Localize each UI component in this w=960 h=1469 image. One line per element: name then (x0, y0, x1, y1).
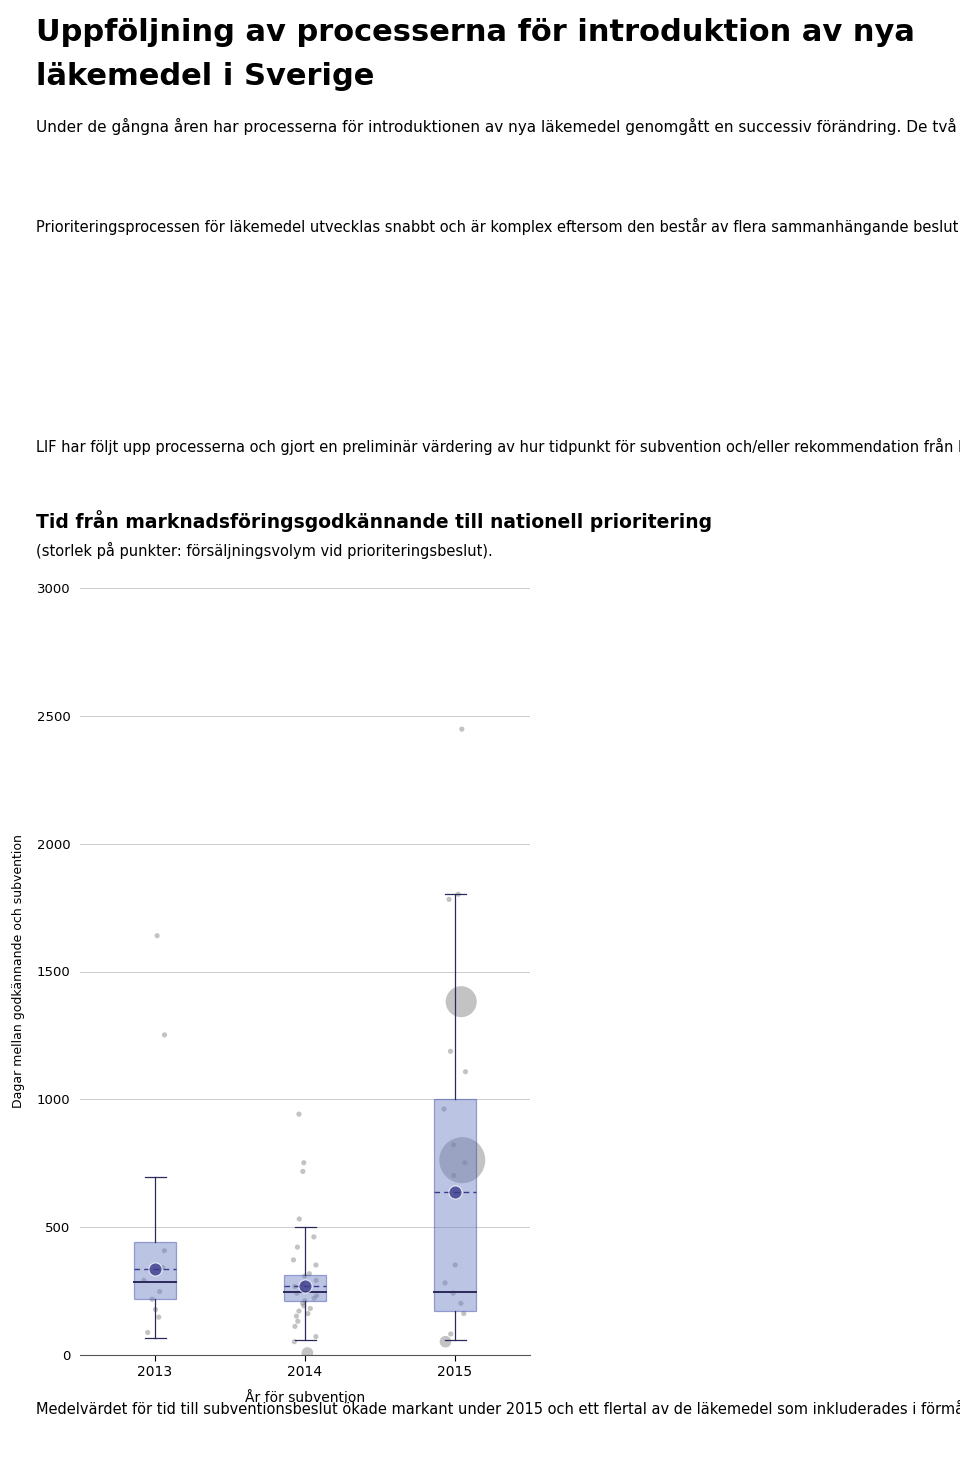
Point (458, 1061, 473, 1084)
Point (140, 1321, 156, 1344)
Text: Uppföljning av processerna för introduktion av nya: Uppföljning av processerna för introdukt… (36, 18, 915, 47)
Point (291, 1102, 306, 1125)
Point (287, 1329, 302, 1353)
Point (147, 1257, 162, 1281)
Text: (storlek på punkter: försäljningsvolym vid prioriteringsbeslut).: (storlek på punkter: försäljningsvolym v… (36, 542, 492, 560)
Point (156, 1022, 172, 1046)
Point (287, 1275, 302, 1299)
X-axis label: År för subvention: År för subvention (245, 1391, 365, 1404)
Point (456, 1302, 471, 1325)
Text: Tid från marknadsföringsgodkännande till nationell prioritering: Tid från marknadsföringsgodkännande till… (36, 510, 712, 532)
Point (302, 1297, 318, 1321)
Point (438, 1329, 453, 1353)
FancyBboxPatch shape (134, 1241, 176, 1299)
Point (298, 1288, 313, 1312)
Point (300, 1302, 316, 1325)
Point (308, 1325, 324, 1349)
Point (446, 1163, 462, 1187)
Point (289, 1281, 304, 1304)
Point (447, 1180, 463, 1203)
Point (455, 1149, 470, 1172)
Point (290, 1309, 305, 1332)
Text: LIF har följt upp processerna och gjort en preliminär värdering av hur tidpunkt : LIF har följt upp processerna och gjort … (36, 438, 960, 455)
Point (295, 1291, 310, 1315)
Point (454, 717, 469, 740)
Point (453, 1291, 468, 1315)
Text: Under de gångna åren har processerna för introduktionen av nya läkemedel genomgå: Under de gångna åren har processerna för… (36, 118, 960, 135)
Point (306, 1287, 322, 1310)
Point (295, 1159, 310, 1183)
Point (308, 1269, 324, 1293)
Point (148, 1297, 163, 1321)
Text: Medelvärdet för tid till subventionsbeslut ökade markant under 2015 och ett fler: Medelvärdet för tid till subventionsbesl… (36, 1400, 960, 1418)
Text: läkemedel i Sverige: läkemedel i Sverige (36, 62, 374, 91)
Point (443, 1040, 458, 1064)
Point (298, 1275, 313, 1299)
Y-axis label: Dagar mellan godkännande och subvention: Dagar mellan godkännande och subvention (12, 834, 25, 1109)
Point (295, 1272, 310, 1296)
Point (297, 1265, 312, 1288)
Text: Tid från godkännande till subvention: Tid från godkännande till subvention (130, 598, 386, 614)
Point (457, 1152, 472, 1175)
Point (444, 1322, 459, 1346)
Point (438, 1271, 453, 1294)
Point (152, 1279, 167, 1303)
Point (300, 1341, 315, 1365)
Point (144, 1287, 159, 1310)
Point (291, 1299, 306, 1322)
Point (292, 1208, 307, 1231)
Point (308, 1253, 324, 1277)
Point (286, 1249, 301, 1272)
Point (150, 924, 165, 948)
Point (445, 1281, 461, 1304)
Point (155, 1256, 170, 1279)
Point (306, 1225, 322, 1249)
Point (309, 1284, 324, 1307)
Point (437, 1097, 452, 1121)
Point (442, 887, 457, 911)
Point (289, 1304, 304, 1328)
Point (296, 1152, 311, 1175)
Point (136, 1269, 152, 1293)
Text: Prioriteringsprocessen för läkemedel utvecklas snabbt och är komplex eftersom de: Prioriteringsprocessen för läkemedel utv… (36, 217, 960, 235)
Point (296, 1294, 311, 1318)
FancyBboxPatch shape (434, 1099, 476, 1310)
FancyBboxPatch shape (284, 1275, 326, 1300)
Point (287, 1315, 302, 1338)
Point (294, 1279, 309, 1303)
Point (290, 1235, 305, 1259)
Point (151, 1306, 166, 1329)
Point (450, 883, 466, 906)
Point (453, 990, 468, 1014)
Point (445, 1133, 461, 1156)
Point (156, 1238, 172, 1262)
Point (447, 1253, 463, 1277)
Point (301, 1262, 317, 1285)
